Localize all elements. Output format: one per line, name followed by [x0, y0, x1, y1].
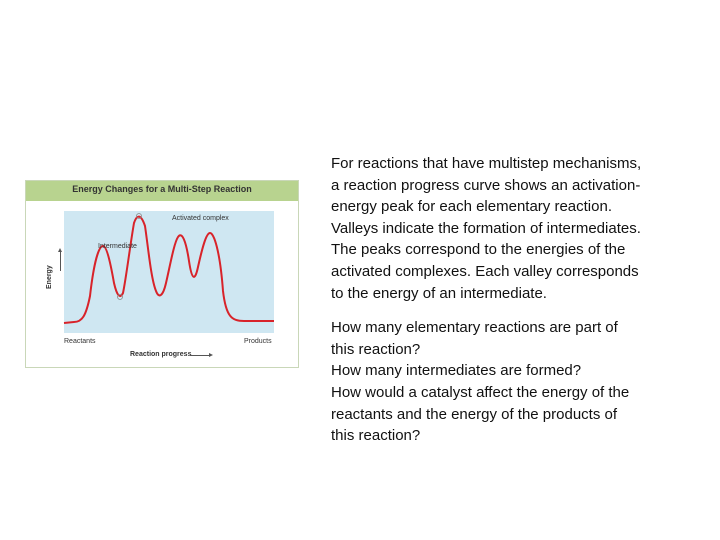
activated-complex-marker: [136, 213, 142, 219]
figure-title: Energy Changes for a Multi-Step Reaction: [72, 184, 252, 194]
paragraph-line: to the energy of an intermediate.: [331, 284, 547, 302]
paragraph-line: energy peak for each elementary reaction…: [331, 198, 612, 216]
energy-curve-plot: [63, 213, 274, 324]
questions: How many elementary reactions are part o…: [331, 317, 691, 447]
question-line: How would a catalyst affect the energy o…: [331, 383, 630, 401]
x-axis-arrow-icon: [190, 353, 213, 357]
figure-header: Energy Changes for a Multi-Step Reaction: [26, 181, 298, 201]
intermediate-label: Intermediate: [98, 243, 137, 250]
paragraph-line: For reactions that have multistep mechan…: [331, 155, 642, 172]
paragraph: For reactions that have multistep mechan…: [331, 153, 691, 304]
question-line: this reaction?: [331, 427, 421, 445]
question-line: How many intermediates are formed?: [331, 362, 582, 380]
activated-complex-label: Activated complex: [172, 215, 229, 222]
question-line: this reaction?: [331, 340, 421, 358]
paragraph-spacer: [331, 304, 691, 317]
paragraph-line: activated complexes. Each valley corresp…: [331, 262, 639, 280]
paragraph-line: Valleys indicate the formation of interm…: [331, 219, 641, 237]
question-line: How many elementary reactions are part o…: [331, 319, 618, 337]
energy-curve: [63, 215, 274, 324]
paragraph-line: The peaks correspond to the energies of …: [331, 241, 626, 259]
intermediate-marker: [117, 294, 123, 300]
explanation-text: For reactions that have multistep mechan…: [331, 153, 691, 447]
x-axis-label: Reaction progress: [130, 351, 192, 358]
question-line: reactants and the energy of the products…: [331, 405, 618, 423]
reactants-label: Reactants: [64, 338, 96, 345]
paragraph-line: a reaction progress curve shows an activ…: [331, 176, 641, 194]
products-label: Products: [244, 338, 272, 345]
y-axis-label: Energy: [46, 265, 53, 289]
energy-diagram-figure: Energy Changes for a Multi-Step Reaction…: [25, 180, 299, 368]
y-axis-arrow-icon: [58, 248, 62, 271]
